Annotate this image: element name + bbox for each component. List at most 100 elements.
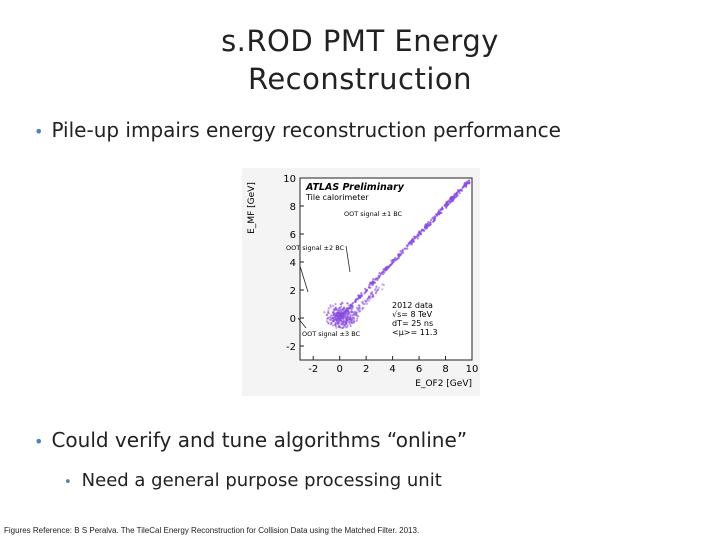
series-point — [423, 225, 428, 229]
data-point — [352, 316, 355, 319]
data-point — [354, 298, 357, 302]
data-point — [375, 289, 378, 292]
data-point — [333, 308, 336, 311]
data-point — [372, 278, 375, 281]
y-tick-label: 0 — [290, 314, 296, 325]
data-point — [344, 323, 348, 326]
data-point — [381, 270, 384, 274]
series-point — [397, 253, 402, 257]
data-point — [345, 320, 348, 323]
data-point — [345, 319, 348, 322]
data-point — [344, 322, 347, 325]
data-point — [458, 189, 461, 192]
data-point — [369, 291, 373, 295]
data-point — [371, 295, 374, 299]
data-point — [395, 258, 398, 261]
data-point — [371, 290, 374, 293]
data-point — [325, 313, 329, 316]
x-tick-label: 6 — [416, 364, 422, 375]
x-tick-label: -2 — [308, 364, 318, 375]
y-tick-label: 2 — [290, 286, 296, 297]
data-point — [331, 314, 334, 317]
data-point — [330, 321, 333, 324]
data-point — [334, 322, 337, 326]
data-point — [358, 309, 361, 312]
sub-bullet-text: Need a general purpose processing unit — [81, 470, 442, 491]
data-point — [342, 319, 345, 323]
data-point — [369, 293, 372, 296]
chart-subtitle: Tile calorimeter — [305, 193, 369, 202]
data-point — [339, 316, 342, 319]
data-point — [453, 196, 456, 199]
data-point — [336, 319, 339, 322]
data-point — [357, 304, 361, 307]
data-point — [335, 326, 338, 329]
data-point — [378, 272, 381, 275]
series-point — [450, 197, 454, 201]
data-point — [350, 314, 354, 317]
data-point — [326, 317, 329, 320]
data-point — [351, 316, 354, 319]
data-point — [350, 308, 354, 311]
data-point — [341, 326, 344, 330]
data-point — [341, 322, 344, 325]
data-point — [350, 311, 353, 314]
data-point — [354, 311, 357, 314]
info-text-line: <μ>= 11.3 — [392, 328, 438, 337]
data-point — [358, 307, 361, 310]
data-point — [374, 291, 378, 294]
data-point — [380, 272, 383, 275]
data-point — [345, 317, 348, 320]
x-tick-label: 0 — [337, 364, 343, 375]
data-point — [331, 324, 335, 327]
data-point — [367, 286, 371, 289]
y-tick-label: -2 — [286, 342, 296, 353]
data-point — [419, 233, 422, 236]
data-point — [356, 307, 359, 310]
data-point — [403, 247, 406, 250]
data-point — [455, 191, 459, 194]
data-point — [433, 217, 436, 220]
series-point — [437, 211, 441, 215]
slide-title: s.ROD PMT Energy Reconstruction — [0, 22, 720, 98]
data-point — [362, 302, 365, 306]
data-point — [373, 288, 377, 292]
data-point — [345, 321, 348, 324]
data-point — [461, 187, 464, 190]
annotation-label: OOT signal ±1 BC — [344, 210, 403, 218]
data-point — [362, 302, 365, 305]
data-point — [467, 181, 470, 185]
data-point — [358, 306, 361, 309]
data-point — [376, 278, 379, 282]
data-point — [344, 323, 347, 326]
data-point — [357, 315, 360, 318]
series-point — [344, 309, 349, 313]
data-point — [375, 285, 378, 288]
data-point — [351, 301, 355, 305]
data-point — [391, 261, 394, 264]
data-point — [413, 237, 416, 240]
data-point — [375, 277, 378, 280]
data-point — [332, 310, 335, 313]
x-tick-label: 8 — [442, 364, 448, 375]
data-point — [368, 295, 371, 298]
data-point — [367, 295, 370, 298]
data-point — [446, 203, 449, 207]
bullet-dot: • — [34, 432, 44, 451]
data-point — [407, 242, 410, 245]
data-point — [349, 316, 352, 320]
data-point — [349, 325, 352, 328]
data-point — [361, 308, 364, 311]
data-point — [340, 319, 343, 322]
y-tick-label: 4 — [290, 258, 296, 269]
data-point — [357, 307, 360, 311]
data-point — [327, 309, 330, 313]
data-point — [460, 189, 464, 192]
data-point — [355, 311, 358, 315]
bullet-pileup: • Pile-up impairs energy reconstruction p… — [34, 118, 561, 142]
info-text-line: dT= 25 ns — [392, 319, 433, 328]
data-point — [338, 309, 342, 312]
data-point — [427, 224, 430, 228]
data-point — [345, 322, 348, 325]
data-point — [355, 319, 358, 322]
